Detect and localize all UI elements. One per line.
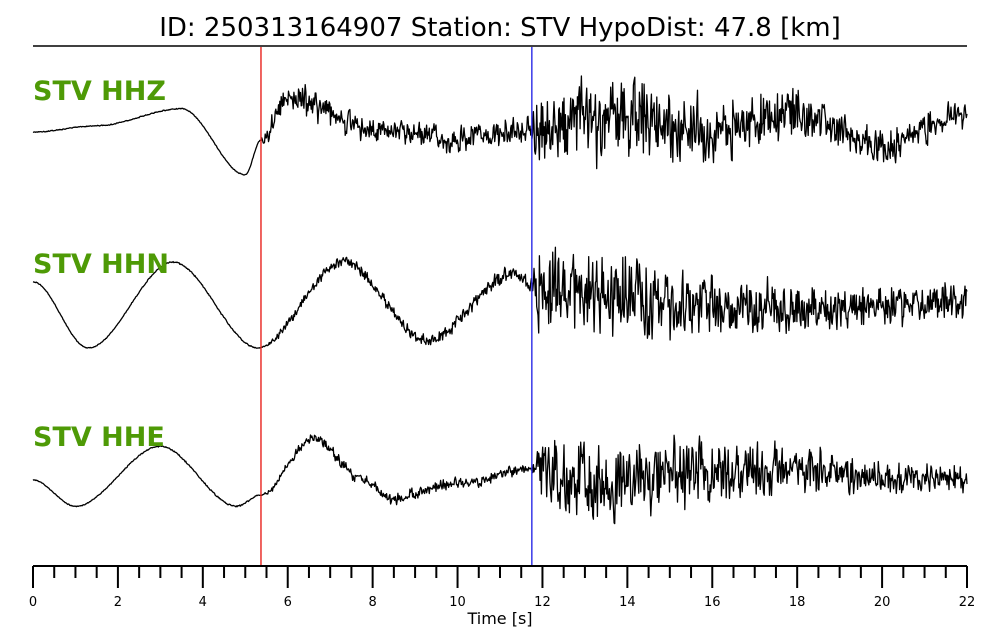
- labels-layer: STV HHZ STV HHN STV HHE: [33, 76, 169, 453]
- x-tick-label: 2: [114, 595, 122, 610]
- x-tick-label: 14: [619, 595, 636, 610]
- x-tick-label: 20: [874, 595, 891, 610]
- waveform-trace-2: [32, 246, 968, 349]
- x-tick-label: 18: [789, 595, 806, 610]
- time-axis: 0 2 4 6 8 10 12 14 16 18 20 22: [29, 565, 976, 610]
- x-tick-label: 6: [284, 595, 292, 610]
- x-tick-label: 8: [368, 595, 376, 610]
- channel-label-2: STV HHN: [33, 249, 169, 280]
- x-tick-label: 4: [199, 595, 207, 610]
- channel-label-1: STV HHZ: [33, 76, 166, 107]
- x-axis-label: Time [s]: [466, 609, 532, 628]
- figure-title: ID: 250313164907 Station: STV HypoDist: …: [159, 13, 841, 43]
- picks-layer: [260, 47, 533, 566]
- waveform-trace-1: [32, 75, 968, 176]
- x-tick-label: 10: [449, 595, 466, 610]
- traces-layer: [32, 75, 968, 525]
- x-tick-label: 16: [704, 595, 721, 610]
- x-tick-label: 22: [959, 595, 976, 610]
- x-tick-label: 12: [534, 595, 551, 610]
- channel-label-3: STV HHE: [33, 422, 165, 453]
- x-tick-label: 0: [29, 595, 37, 610]
- waveform-trace-3: [32, 434, 968, 525]
